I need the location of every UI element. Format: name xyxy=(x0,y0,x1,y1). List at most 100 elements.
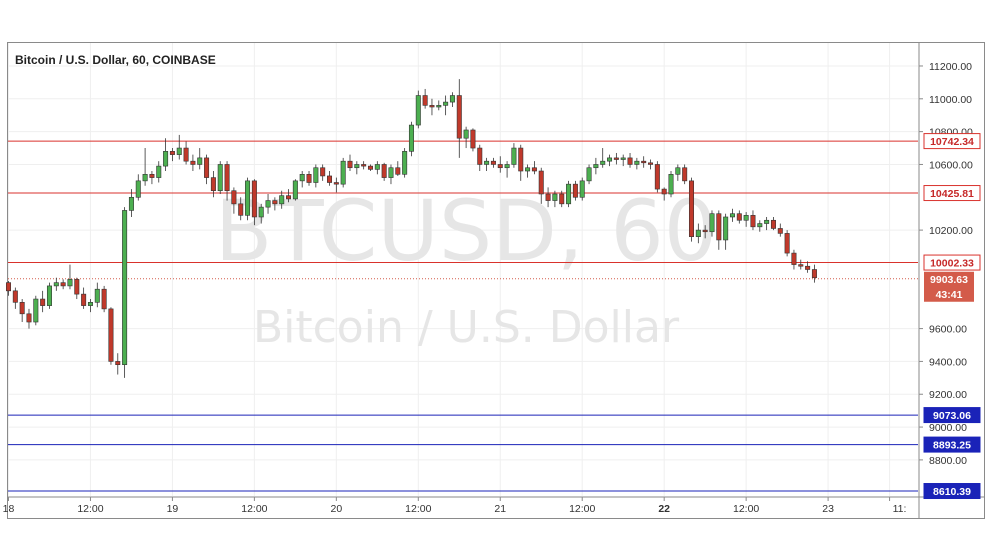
candle-body xyxy=(463,129,469,139)
candle-down xyxy=(497,156,503,173)
time-tick-label: 12:00 xyxy=(569,503,595,515)
candle-up xyxy=(197,148,203,170)
price-tick-label: 9200.00 xyxy=(929,389,967,401)
candle-down xyxy=(306,171,312,186)
candle-body xyxy=(484,160,490,165)
candle-body xyxy=(388,167,394,178)
candle-body xyxy=(128,196,134,211)
candle-body xyxy=(306,174,312,183)
candle-body xyxy=(6,282,12,292)
candle-body xyxy=(108,308,114,362)
candle-body xyxy=(217,164,223,192)
candle-down xyxy=(367,164,373,172)
candle-body xyxy=(374,164,380,170)
candle-down xyxy=(429,98,435,116)
candle-body xyxy=(627,157,633,165)
candle-up xyxy=(299,171,305,188)
candle-up xyxy=(634,157,640,170)
candle-body xyxy=(805,265,811,270)
candle-body xyxy=(46,285,52,306)
candle-body xyxy=(688,180,694,237)
candle-body xyxy=(238,203,244,216)
candle-body xyxy=(265,200,271,208)
price-axis[interactable]: 11200.0011000.0010800.0010600.0010200.00… xyxy=(919,61,973,467)
candle-body xyxy=(101,288,107,310)
grid xyxy=(8,43,918,496)
candle-down xyxy=(682,164,688,185)
candle-down xyxy=(490,157,496,168)
current-price-tag: 9903.63 43:41 xyxy=(924,271,974,302)
resistance-price-tag-label: 10002.33 xyxy=(930,258,974,270)
candle-down xyxy=(702,225,708,239)
candle-down xyxy=(19,299,25,323)
price-tags: 10742.34 10425.81 10002.33 9073.06 8893.25 86… xyxy=(923,133,981,500)
candle-down xyxy=(286,189,292,203)
candle-down xyxy=(648,159,654,170)
candle-up xyxy=(163,138,169,172)
candle-body xyxy=(53,282,59,287)
candle-body xyxy=(729,213,735,218)
candle-up xyxy=(340,157,346,188)
support-price-tag-box xyxy=(923,436,981,453)
candle-down xyxy=(190,154,196,172)
support-price-tag-box xyxy=(923,407,981,424)
support-price-tag: 8893.25 xyxy=(923,436,981,453)
candle-up xyxy=(374,161,380,175)
candle-down xyxy=(770,216,776,231)
candle-body xyxy=(545,193,551,201)
candle-down xyxy=(798,259,804,270)
price-tick-label: 10200.00 xyxy=(929,225,973,237)
candle-body xyxy=(607,157,613,162)
candle-down xyxy=(736,210,742,224)
candle-up xyxy=(217,161,223,194)
candle-body xyxy=(361,164,367,167)
candle-body xyxy=(538,170,544,195)
candle-body xyxy=(286,195,292,200)
candle-up xyxy=(87,299,93,313)
candle-body xyxy=(791,252,797,265)
candle-up xyxy=(265,194,271,214)
candle-down xyxy=(456,79,462,158)
time-axis[interactable]: 18 12:00 19 12:00 20 12:00 21 12:00 22 12:00 23 11: xyxy=(3,497,907,515)
candle-body xyxy=(67,279,73,287)
candle-up xyxy=(388,164,394,185)
candle-down xyxy=(224,161,230,201)
time-tick-label: 20 xyxy=(330,503,342,515)
candle-up xyxy=(292,179,298,201)
candle-body xyxy=(572,183,578,198)
candle-down xyxy=(470,128,476,152)
current-price-label: 9903.63 xyxy=(930,274,968,286)
time-tick-label: 12:00 xyxy=(405,503,431,515)
candle-down xyxy=(6,280,12,296)
resistance-price-tag-label: 10742.34 xyxy=(930,136,974,148)
candle-body xyxy=(784,233,790,254)
candle-body xyxy=(381,164,387,178)
candle-up xyxy=(620,154,626,167)
candle-body xyxy=(169,151,175,155)
candle-body xyxy=(675,167,681,175)
candle-down xyxy=(183,141,189,165)
candle-up xyxy=(156,161,162,183)
candle-body xyxy=(74,279,80,295)
candle-body xyxy=(429,105,435,108)
candle-body xyxy=(347,160,353,169)
candle-body xyxy=(231,190,237,205)
candle-body xyxy=(764,219,770,224)
candle-down xyxy=(108,307,114,365)
candle-body xyxy=(620,157,626,160)
candle-body xyxy=(245,180,251,216)
horizontal-lines[interactable] xyxy=(8,140,918,492)
candle-body xyxy=(258,206,264,218)
candle-body xyxy=(333,182,339,185)
candle-up xyxy=(436,100,442,111)
candle-body xyxy=(504,164,510,169)
candle-up xyxy=(511,143,517,168)
candle-up xyxy=(46,282,52,309)
candle-body xyxy=(566,183,572,205)
candle-up xyxy=(723,213,729,250)
candle-body xyxy=(19,302,25,315)
candle-down xyxy=(641,156,647,168)
candle-body xyxy=(313,167,319,183)
candle-down xyxy=(210,171,216,198)
